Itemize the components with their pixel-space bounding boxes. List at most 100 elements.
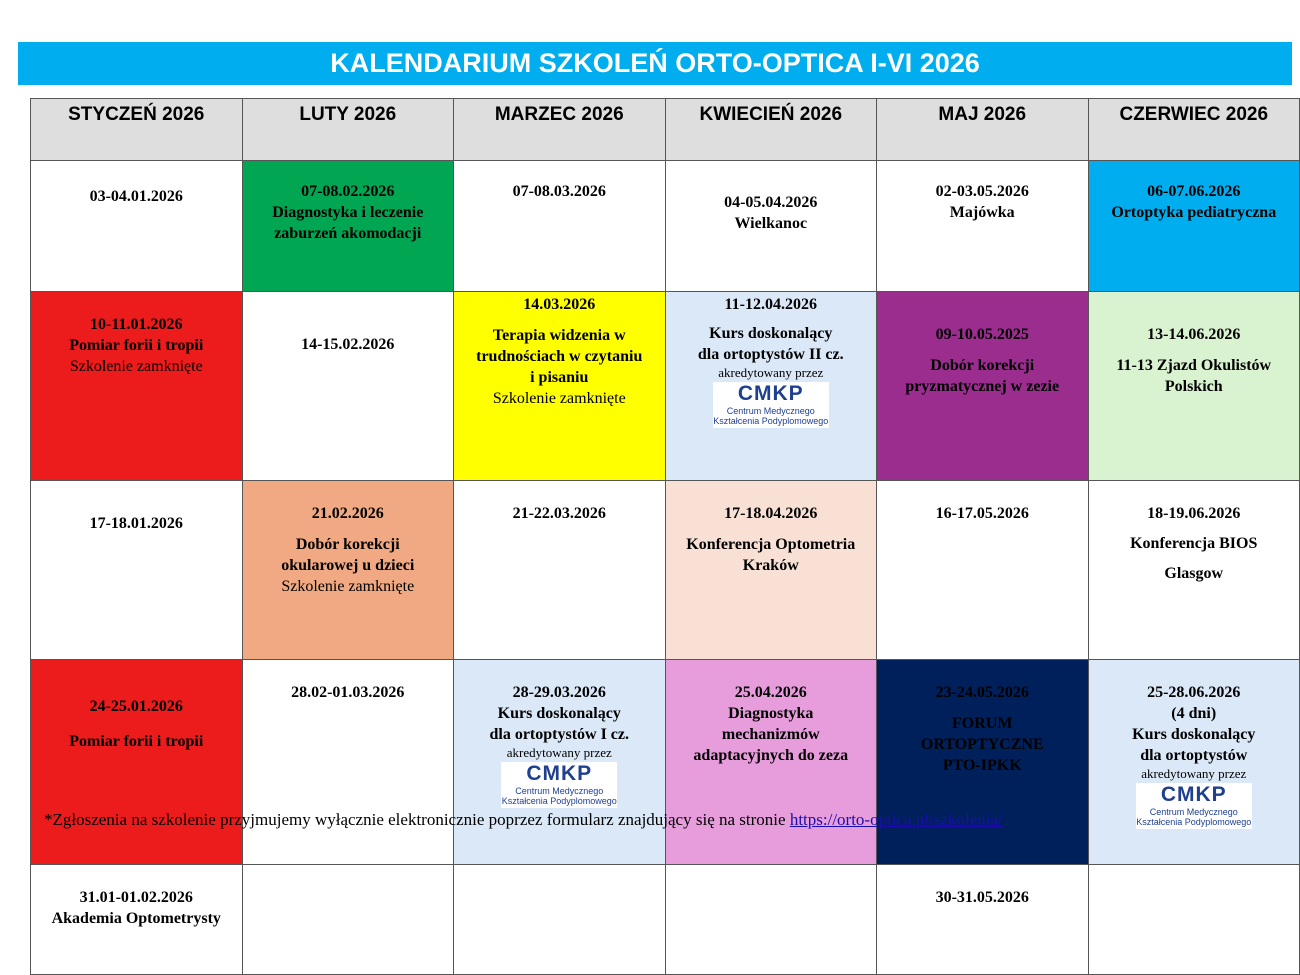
footer-text: *Zgłoszenia na szkolenie przyjmujemy wył… [44, 810, 790, 829]
table-row: 31.01-01.02.2026 Akademia Optometrysty 3… [30, 864, 1300, 975]
event-title: Akademia Optometrysty [51, 910, 221, 927]
event-title: dla ortoptystów I cz. [489, 726, 630, 743]
event-date: 07-08.02.2026 [301, 183, 395, 200]
event-date: 23-24.05.2026 [935, 684, 1029, 701]
cmkp-logo-text: Centrum Medycznego [515, 786, 604, 796]
event-title: trudnościach w czytaniu [476, 348, 643, 365]
event-cell: 17-18.01.2026 [30, 480, 243, 660]
event-title: Wielkanoc [734, 215, 808, 232]
event-title: Terapia widzenia w [492, 327, 626, 344]
event-cell: 18-19.06.2026 Konferencja BIOS Glasgow [1087, 480, 1300, 660]
cmkp-logo-text: Centrum Medycznego [1149, 807, 1238, 817]
event-title: dla ortoptystów II cz. [697, 346, 844, 363]
event-cell: 13-14.06.2026 11-13 Zjazd Okulistów Pols… [1087, 291, 1300, 481]
event-date: 06-07.06.2026 [1147, 183, 1241, 200]
month-header-february: LUTY 2026 [241, 98, 454, 161]
event-date: 13-14.06.2026 [1147, 326, 1241, 343]
month-header-june: CZERWIEC 2026 [1087, 98, 1300, 161]
event-cell: 02-03.05.2026 Majówka [876, 160, 1089, 292]
event-title: Konferencja Optometria [686, 536, 856, 553]
event-cell [241, 864, 454, 975]
event-title: Pomiar forii i tropii [69, 733, 204, 750]
event-date: 21.02.2026 [311, 505, 384, 522]
calendar-table: STYCZEŃ 2026 LUTY 2026 MARZEC 2026 KWIEC… [30, 98, 1300, 975]
event-cell: 24-25.01.2026 Pomiar forii i tropii [30, 659, 243, 865]
footer-note: *Zgłoszenia na szkolenie przyjmujemy wył… [44, 810, 1294, 830]
event-date: 25-28.06.2026 [1147, 684, 1241, 701]
event-date: 14-15.02.2026 [301, 336, 395, 353]
event-date: 17-18.04.2026 [724, 505, 818, 522]
event-cell: 30-31.05.2026 [876, 864, 1089, 975]
event-date: 02-03.05.2026 [935, 183, 1029, 200]
event-title: FORUM [952, 715, 1013, 732]
event-date: 07-08.03.2026 [512, 183, 606, 200]
event-date: 30-31.05.2026 [935, 889, 1029, 906]
event-date: 04-05.04.2026 [724, 194, 818, 211]
event-date: 31.01-01.02.2026 [79, 889, 193, 906]
event-date: 24-25.01.2026 [89, 698, 183, 715]
event-date: 11-12.04.2026 [724, 296, 817, 313]
event-title: okularowej u dzieci [281, 557, 415, 574]
event-cell: 28.02-01.03.2026 [241, 659, 454, 865]
event-cell [664, 864, 877, 975]
table-row: 17-18.01.2026 21.02.2026 Dobór korekcji … [30, 480, 1300, 660]
event-title: Kurs doskonalący [1132, 726, 1256, 743]
cmkp-logo: CMKP Centrum Medycznego Kształcenia Pody… [712, 382, 829, 428]
event-cell: 25.04.2026 Diagnostyka mechanizmów adapt… [664, 659, 877, 865]
event-note: Szkolenie zamknięte [69, 358, 203, 375]
event-note: Szkolenie zamknięte [281, 578, 415, 595]
event-title: Kurs doskonalący [709, 325, 833, 342]
event-cell: 09-10.05.2025 Dobór korekcji pryzmatyczn… [876, 291, 1089, 481]
event-cell: 28-29.03.2026 Kurs doskonalący dla ortop… [453, 659, 666, 865]
cmkp-logo-mark: CMKP [737, 382, 804, 405]
event-title: adaptacyjnych do zeza [693, 747, 849, 764]
event-title: dla ortoptystów [1140, 747, 1248, 764]
accreditation-label: akredytowany przez [1141, 766, 1247, 781]
event-date: 16-17.05.2026 [935, 505, 1029, 522]
cmkp-logo-mark: CMKP [526, 762, 593, 785]
event-date: 03-04.01.2026 [89, 188, 183, 205]
event-title: Diagnostyka [728, 705, 814, 722]
event-date: 28-29.03.2026 [512, 684, 606, 701]
event-title: (4 dni) [1171, 705, 1217, 722]
event-cell: 03-04.01.2026 [30, 160, 243, 292]
cmkp-logo-mark: CMKP [1160, 783, 1227, 806]
event-title: Polskich [1164, 378, 1223, 395]
accreditation-label: akredytowany przez [718, 365, 824, 380]
page-title: KALENDARIUM SZKOLEŃ ORTO-OPTICA I-VI 202… [18, 42, 1292, 85]
event-cell: 06-07.06.2026 Ortoptyka pediatryczna [1087, 160, 1300, 292]
event-cell [1087, 864, 1300, 975]
accreditation-label: akredytowany przez [506, 745, 612, 760]
table-header-row: STYCZEŃ 2026 LUTY 2026 MARZEC 2026 KWIEC… [30, 98, 1300, 161]
event-title: 11-13 Zjazd Okulistów [1116, 357, 1272, 374]
event-date: 18-19.06.2026 [1147, 505, 1241, 522]
event-title: Kraków [742, 557, 799, 574]
event-cell: 16-17.05.2026 [876, 480, 1089, 660]
event-title: Ortoptyka pediatryczna [1111, 204, 1277, 221]
event-title: Pomiar forii i tropii [69, 337, 204, 354]
event-title: Dobór korekcji [295, 536, 400, 553]
event-title: Konferencja BIOS [1130, 535, 1258, 552]
cmkp-logo-text: Kształcenia Podyplomowego [501, 796, 617, 806]
event-title: Majówka [949, 204, 1015, 221]
event-date: 10-11.01.2026 [90, 316, 183, 333]
month-header-march: MARZEC 2026 [453, 98, 666, 161]
cmkp-logo: CMKP Centrum Medycznego Kształcenia Pody… [1135, 783, 1252, 829]
month-header-april: KWIECIEŃ 2026 [664, 98, 877, 161]
event-title: i pisaniu [530, 369, 589, 386]
event-cell: 17-18.04.2026 Konferencja Optometria Kra… [664, 480, 877, 660]
cmkp-logo-text: Kształcenia Podyplomowego [1136, 817, 1252, 827]
event-cell: 23-24.05.2026 FORUM ORTOPTYCZNE PTO-IPKK [876, 659, 1089, 865]
event-title: PTO-IPKK [942, 757, 1022, 774]
event-cell: 10-11.01.2026 Pomiar forii i tropii Szko… [30, 291, 243, 481]
event-cell: 21.02.2026 Dobór korekcji okularowej u d… [241, 480, 454, 660]
event-cell: 04-05.04.2026 Wielkanoc [664, 160, 877, 292]
event-date: 28.02-01.03.2026 [291, 684, 405, 701]
event-date: 17-18.01.2026 [89, 515, 183, 532]
registration-link[interactable]: https://orto-optica.pl/szkolenia/ [789, 810, 1003, 829]
event-date: 09-10.05.2025 [935, 326, 1029, 343]
event-cell: 07-08.02.2026 Diagnostyka i leczenie zab… [241, 160, 454, 292]
month-header-may: MAJ 2026 [876, 98, 1089, 161]
table-row: 24-25.01.2026 Pomiar forii i tropii 28.0… [30, 659, 1300, 865]
event-title: Kurs doskonalący [497, 705, 621, 722]
